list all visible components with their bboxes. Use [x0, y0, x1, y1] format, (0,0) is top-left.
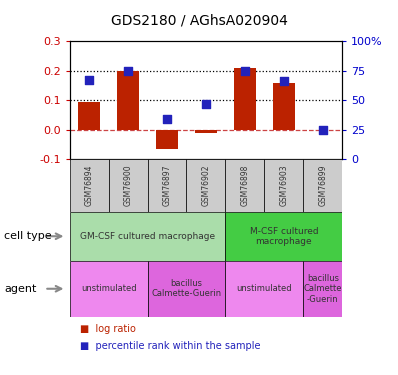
Bar — [195, 130, 217, 134]
Text: bacillus
Calmette
-Guerin: bacillus Calmette -Guerin — [304, 274, 342, 304]
Text: GDS2180 / AGhsA020904: GDS2180 / AGhsA020904 — [111, 13, 287, 27]
Bar — [117, 71, 139, 130]
Bar — [70, 261, 148, 317]
Bar — [148, 261, 225, 317]
Bar — [78, 102, 100, 130]
Bar — [156, 130, 178, 149]
Text: agent: agent — [4, 284, 36, 294]
Point — [320, 127, 326, 133]
Text: unstimulated: unstimulated — [81, 284, 137, 293]
Bar — [264, 159, 303, 212]
Bar — [187, 159, 225, 212]
Bar — [303, 159, 342, 212]
Bar — [234, 68, 256, 130]
Bar — [70, 159, 109, 212]
Point — [125, 68, 131, 74]
Text: bacillus
Calmette-Guerin: bacillus Calmette-Guerin — [151, 279, 222, 298]
Bar — [225, 261, 303, 317]
Text: GSM76894: GSM76894 — [85, 165, 94, 206]
Point — [242, 68, 248, 74]
Point — [281, 78, 287, 84]
Bar — [148, 159, 187, 212]
Text: cell type: cell type — [4, 231, 52, 241]
Bar — [70, 212, 225, 261]
Text: GSM76902: GSM76902 — [201, 165, 211, 206]
Text: GSM76898: GSM76898 — [240, 165, 250, 206]
Text: ■  percentile rank within the sample: ■ percentile rank within the sample — [80, 340, 260, 351]
Bar — [225, 159, 264, 212]
Bar — [273, 82, 295, 130]
Text: GSM76897: GSM76897 — [162, 165, 172, 206]
Text: M-CSF cultured
macrophage: M-CSF cultured macrophage — [250, 226, 318, 246]
Bar — [225, 212, 342, 261]
Text: ■  log ratio: ■ log ratio — [80, 324, 135, 334]
Text: GSM76900: GSM76900 — [123, 165, 133, 206]
Text: GSM76903: GSM76903 — [279, 165, 289, 206]
Text: unstimulated: unstimulated — [236, 284, 292, 293]
Bar — [303, 261, 342, 317]
Text: GM-CSF cultured macrophage: GM-CSF cultured macrophage — [80, 232, 215, 241]
Text: GSM76899: GSM76899 — [318, 165, 327, 206]
Point — [203, 101, 209, 107]
Point — [86, 76, 92, 82]
Point — [164, 116, 170, 122]
Bar — [109, 159, 148, 212]
